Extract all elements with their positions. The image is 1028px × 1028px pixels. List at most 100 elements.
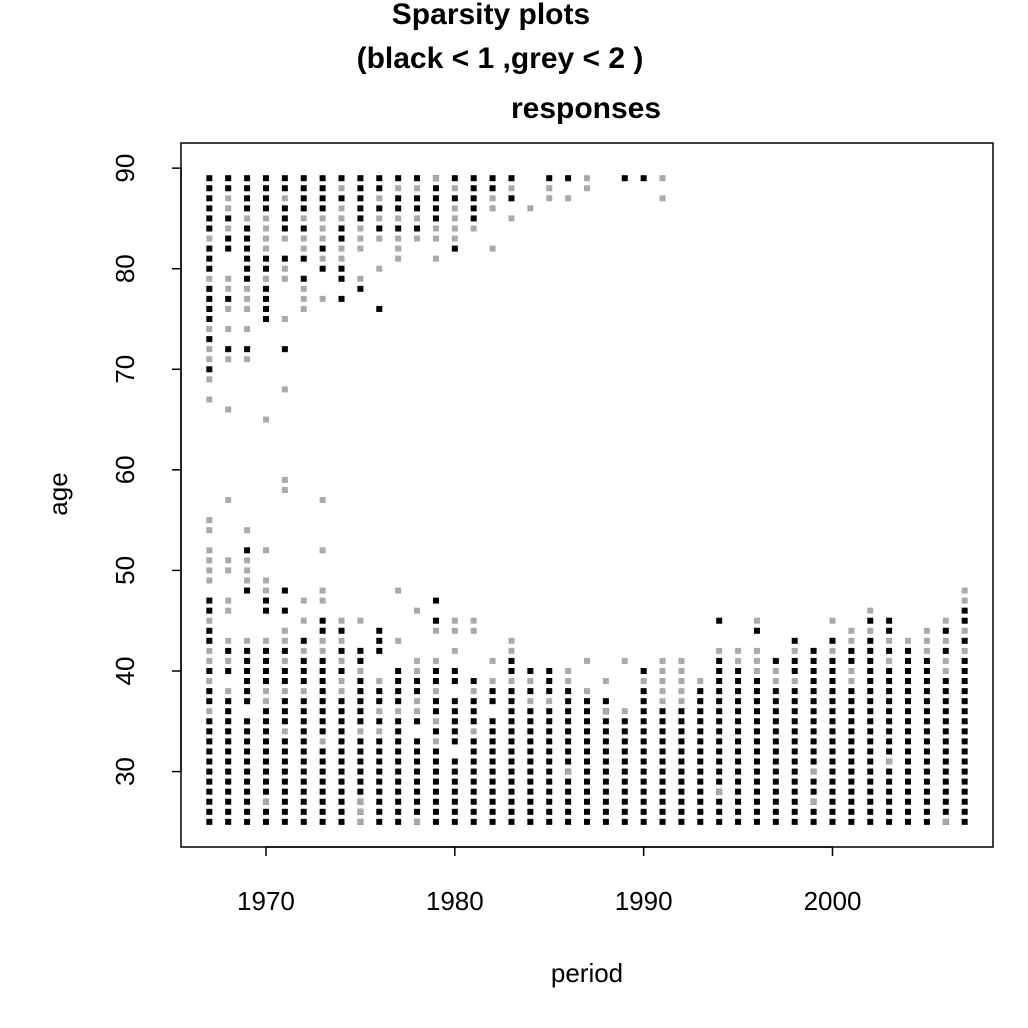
black-point xyxy=(716,708,723,715)
black-point xyxy=(225,798,232,805)
black-point xyxy=(432,215,439,222)
black-point xyxy=(942,678,949,685)
grey-point xyxy=(470,688,477,695)
black-point xyxy=(262,738,269,745)
grey-point xyxy=(376,708,383,715)
black-point xyxy=(923,788,930,795)
grey-point xyxy=(584,688,590,695)
grey-point xyxy=(923,647,930,654)
black-point xyxy=(565,688,572,695)
black-point xyxy=(414,688,421,695)
black-point xyxy=(753,778,760,785)
chart-title-line1: Sparsity plots xyxy=(392,0,590,31)
black-point xyxy=(451,808,458,815)
grey-point xyxy=(281,316,288,322)
black-point xyxy=(395,738,402,745)
grey-point xyxy=(225,607,232,614)
grey-point xyxy=(848,637,855,644)
black-point xyxy=(489,758,496,765)
black-point xyxy=(414,225,421,232)
grey-point xyxy=(508,637,515,644)
black-point xyxy=(640,708,647,715)
black-point xyxy=(357,688,364,695)
black-point xyxy=(848,758,855,765)
black-point xyxy=(206,366,213,373)
black-point xyxy=(244,748,251,755)
black-point xyxy=(961,718,968,725)
black-point xyxy=(376,778,383,785)
black-point xyxy=(716,738,723,745)
black-point xyxy=(678,778,685,785)
black-point xyxy=(206,688,213,695)
black-point xyxy=(508,718,515,725)
black-point xyxy=(791,758,798,765)
black-point xyxy=(753,708,760,715)
black-point xyxy=(640,718,647,725)
black-point xyxy=(319,688,326,695)
grey-point xyxy=(886,657,893,664)
black-point xyxy=(357,647,364,654)
black-point xyxy=(281,647,288,654)
grey-point xyxy=(262,637,269,644)
black-point xyxy=(829,768,836,775)
grey-point xyxy=(791,678,798,685)
black-point xyxy=(621,738,628,745)
black-point xyxy=(772,818,779,825)
black-point xyxy=(508,688,515,695)
black-point xyxy=(905,688,912,695)
black-point xyxy=(923,708,930,715)
grey-point xyxy=(659,175,666,182)
black-point xyxy=(262,718,269,725)
black-point xyxy=(716,808,723,815)
black-point xyxy=(470,718,477,725)
black-point xyxy=(432,758,439,765)
grey-point xyxy=(244,305,251,312)
black-point xyxy=(735,708,742,715)
black-point xyxy=(451,708,458,715)
black-point xyxy=(546,758,553,765)
black-point xyxy=(225,718,232,725)
black-point xyxy=(338,275,345,282)
black-point xyxy=(395,698,402,705)
black-point xyxy=(584,728,590,735)
black-point xyxy=(414,175,421,182)
grey-point xyxy=(319,225,326,232)
black-point xyxy=(829,668,836,674)
grey-point xyxy=(281,386,288,393)
black-point xyxy=(262,255,269,262)
black-point xyxy=(508,808,515,815)
black-point xyxy=(659,768,666,775)
black-point xyxy=(735,738,742,745)
grey-point xyxy=(244,295,251,302)
black-point xyxy=(867,748,874,755)
black-point xyxy=(527,778,534,785)
black-point xyxy=(414,768,421,775)
grey-point xyxy=(225,285,232,292)
black-point xyxy=(867,647,874,654)
grey-point xyxy=(338,245,345,252)
black-point xyxy=(451,245,458,252)
black-point xyxy=(319,748,326,755)
grey-point xyxy=(546,185,553,192)
grey-point xyxy=(206,356,213,363)
black-point xyxy=(886,748,893,755)
black-point xyxy=(905,798,912,805)
black-point xyxy=(772,778,779,785)
grey-point xyxy=(281,728,288,735)
black-point xyxy=(546,678,553,685)
black-point xyxy=(338,647,345,654)
grey-point xyxy=(489,657,496,664)
black-point xyxy=(281,698,288,705)
grey-point xyxy=(225,657,232,664)
grey-point xyxy=(659,698,666,705)
black-point xyxy=(414,195,421,202)
black-point xyxy=(262,778,269,785)
black-point xyxy=(961,738,968,745)
black-point xyxy=(584,818,590,825)
grey-point xyxy=(395,637,402,644)
black-point xyxy=(829,788,836,795)
grey-point xyxy=(300,295,307,302)
chart-title-line2: (black < 1 ,grey < 2 ) xyxy=(357,42,644,75)
black-point xyxy=(357,758,364,765)
black-point xyxy=(300,728,307,735)
